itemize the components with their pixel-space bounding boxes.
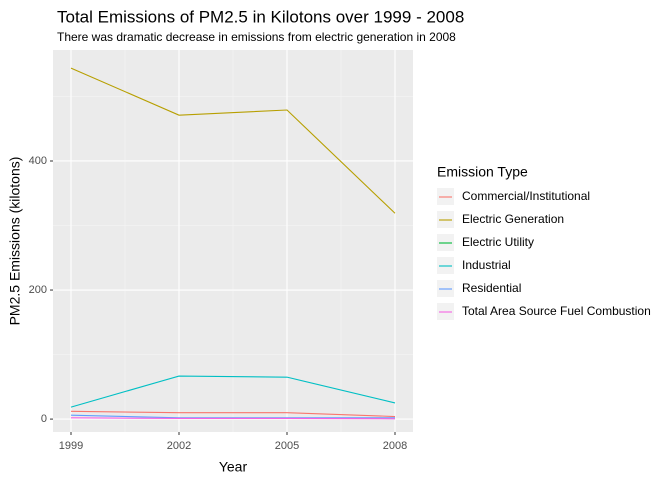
chart-subtitle: There was dramatic decrease in emissions… bbox=[57, 30, 456, 44]
y-tick-label: 400 bbox=[29, 155, 47, 167]
legend-label: Total Area Source Fuel Combustion bbox=[462, 304, 651, 318]
legend-label: Residential bbox=[462, 281, 521, 295]
x-tick-label: 2008 bbox=[383, 440, 407, 452]
series-line bbox=[70, 375, 396, 408]
legend-label: Electric Generation bbox=[462, 212, 564, 226]
y-tick-label: 200 bbox=[29, 284, 47, 296]
y-tick-label: 0 bbox=[41, 413, 47, 425]
x-axis-title: Year bbox=[219, 459, 248, 475]
chart-title: Total Emissions of PM2.5 in Kilotons ove… bbox=[57, 7, 464, 26]
legend-title: Emission Type bbox=[437, 164, 528, 180]
x-tick-label: 1999 bbox=[59, 440, 83, 452]
x-tick-label: 2005 bbox=[275, 440, 299, 452]
series-line bbox=[70, 414, 395, 419]
x-tick-label: 2002 bbox=[167, 440, 191, 452]
legend-label: Industrial bbox=[462, 258, 511, 272]
series-line bbox=[70, 410, 396, 418]
legend-label: Electric Utility bbox=[462, 235, 534, 249]
y-axis-title: PM2.5 Emissions (kilotons) bbox=[7, 157, 23, 326]
legend-label: Commercial/Institutional bbox=[462, 189, 590, 203]
series-line bbox=[70, 417, 396, 420]
series-line bbox=[70, 67, 396, 214]
